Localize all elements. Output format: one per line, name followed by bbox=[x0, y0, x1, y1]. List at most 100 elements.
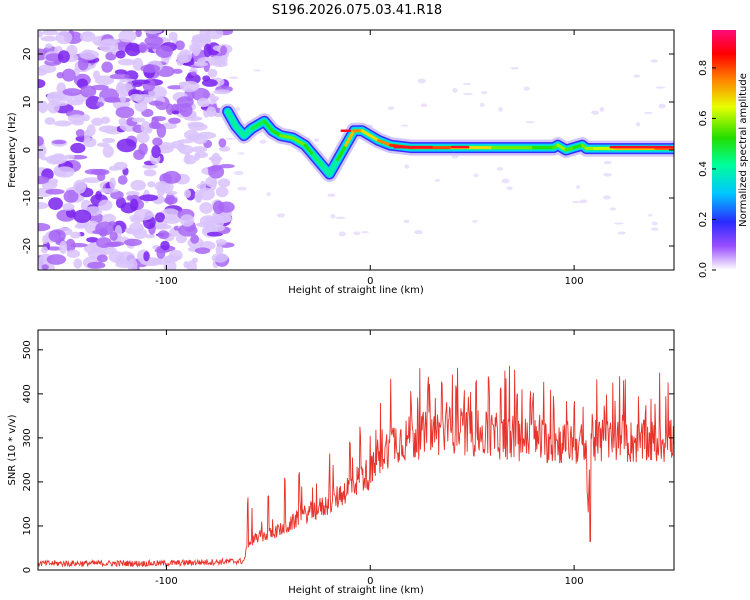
noise-blob bbox=[144, 35, 164, 46]
noise-blob bbox=[213, 89, 231, 95]
noise-blob bbox=[151, 116, 159, 129]
noise-blob bbox=[102, 213, 116, 224]
noise-blob bbox=[116, 84, 124, 93]
colorbar-tick-label: 0.6 bbox=[698, 110, 709, 126]
noise-blob bbox=[168, 31, 178, 41]
noise-speck bbox=[496, 167, 504, 171]
noise-blob bbox=[73, 179, 87, 194]
noise-blob bbox=[92, 70, 101, 80]
noise-blob bbox=[203, 223, 217, 232]
noise-blob bbox=[210, 178, 217, 191]
noise-blob bbox=[211, 152, 222, 167]
noise-speck bbox=[387, 106, 395, 110]
noise-blob bbox=[146, 126, 153, 134]
noise-blob bbox=[114, 69, 128, 75]
noise-blob bbox=[163, 216, 181, 224]
noise-blob bbox=[199, 202, 213, 214]
noise-blob bbox=[113, 161, 128, 171]
spectrogram-y-ticks: 20 10 0 -10 -20 bbox=[22, 48, 674, 254]
noise-blob bbox=[98, 188, 119, 193]
noise-blob bbox=[114, 258, 129, 265]
ridge-segment bbox=[262, 119, 274, 133]
noise-blob bbox=[51, 139, 67, 145]
noise-blob bbox=[215, 245, 224, 256]
noise-speck bbox=[434, 179, 441, 182]
noise-blob bbox=[115, 50, 126, 59]
noise-blob bbox=[46, 178, 59, 185]
noise-blob bbox=[46, 254, 67, 265]
noise-blob bbox=[80, 114, 91, 122]
noise-blob bbox=[110, 190, 124, 200]
noise-blob bbox=[101, 61, 113, 73]
noise-blob bbox=[115, 197, 127, 209]
noise-speck bbox=[404, 164, 410, 169]
noise-blob bbox=[134, 94, 154, 104]
noise-blob bbox=[74, 223, 87, 229]
noise-blob bbox=[168, 117, 181, 124]
noise-speck bbox=[327, 193, 336, 198]
noise-speck bbox=[651, 221, 658, 226]
noise-blob bbox=[215, 186, 229, 198]
noise-blob bbox=[152, 137, 163, 147]
noise-speck bbox=[591, 110, 600, 115]
snr-x-tick-label: 100 bbox=[565, 576, 584, 587]
noise-blob bbox=[132, 57, 144, 71]
noise-blob bbox=[191, 87, 210, 102]
noise-blob bbox=[175, 40, 185, 51]
noise-speck bbox=[643, 111, 654, 114]
snr-y-tick-label: 100 bbox=[22, 516, 33, 535]
noise-speck bbox=[233, 170, 244, 176]
noise-blob bbox=[172, 68, 183, 74]
noise-speck bbox=[658, 103, 666, 109]
noise-speck bbox=[420, 103, 428, 108]
noise-blob bbox=[218, 146, 231, 152]
noise-blob bbox=[180, 214, 195, 227]
noise-blob bbox=[166, 103, 174, 115]
noise-speck bbox=[479, 102, 485, 107]
snr-y-label: SNR (10 * v/v) bbox=[7, 414, 18, 485]
noise-speck bbox=[452, 87, 458, 93]
figure-title: S196.2026.075.03.41.R18 bbox=[272, 3, 442, 18]
ridge-segment bbox=[376, 138, 393, 147]
noise-blob bbox=[56, 71, 65, 79]
spectrogram-x-label: Height of straight line (km) bbox=[288, 285, 424, 296]
noise-blob bbox=[83, 242, 102, 254]
noise-blob bbox=[45, 188, 65, 195]
noise-speck bbox=[603, 172, 612, 177]
noise-blob bbox=[160, 240, 170, 251]
snr-panel: -100 0 100 0 100 200 300 400 500 Height of stra… bbox=[7, 329, 675, 596]
noise-blob bbox=[196, 131, 217, 140]
noise-blob bbox=[206, 231, 224, 237]
noise-blob bbox=[47, 100, 60, 114]
noise-blob bbox=[144, 234, 156, 239]
noise-blob bbox=[115, 106, 135, 119]
noise-blob bbox=[124, 227, 134, 234]
noise-blob bbox=[132, 82, 143, 88]
noise-blob bbox=[59, 240, 68, 254]
noise-blob bbox=[75, 129, 85, 138]
noise-speck bbox=[602, 195, 611, 200]
noise-blob bbox=[191, 146, 208, 153]
noise-speck bbox=[237, 186, 247, 191]
noise-blob bbox=[144, 30, 163, 34]
noise-speck bbox=[510, 67, 520, 70]
noise-blob bbox=[92, 229, 109, 235]
noise-speck bbox=[613, 222, 624, 225]
noise-blob bbox=[215, 238, 227, 246]
noise-blob bbox=[132, 117, 146, 123]
noise-blob bbox=[201, 79, 218, 87]
snr-series bbox=[38, 365, 674, 568]
noise-speck bbox=[228, 76, 239, 80]
noise-blob bbox=[192, 257, 199, 263]
noise-blob bbox=[45, 43, 53, 49]
snr-y-ticks: 0 100 200 300 400 500 bbox=[22, 340, 674, 573]
snr-x-label: Height of straight line (km) bbox=[288, 585, 424, 596]
noise-speck bbox=[655, 86, 666, 89]
spectrogram-ridge bbox=[219, 103, 674, 182]
noise-blob bbox=[183, 261, 190, 269]
noise-speck bbox=[400, 124, 409, 127]
snr-y-tick-label: 500 bbox=[22, 340, 33, 359]
noise-blob bbox=[148, 100, 164, 106]
noise-blob bbox=[157, 230, 170, 240]
